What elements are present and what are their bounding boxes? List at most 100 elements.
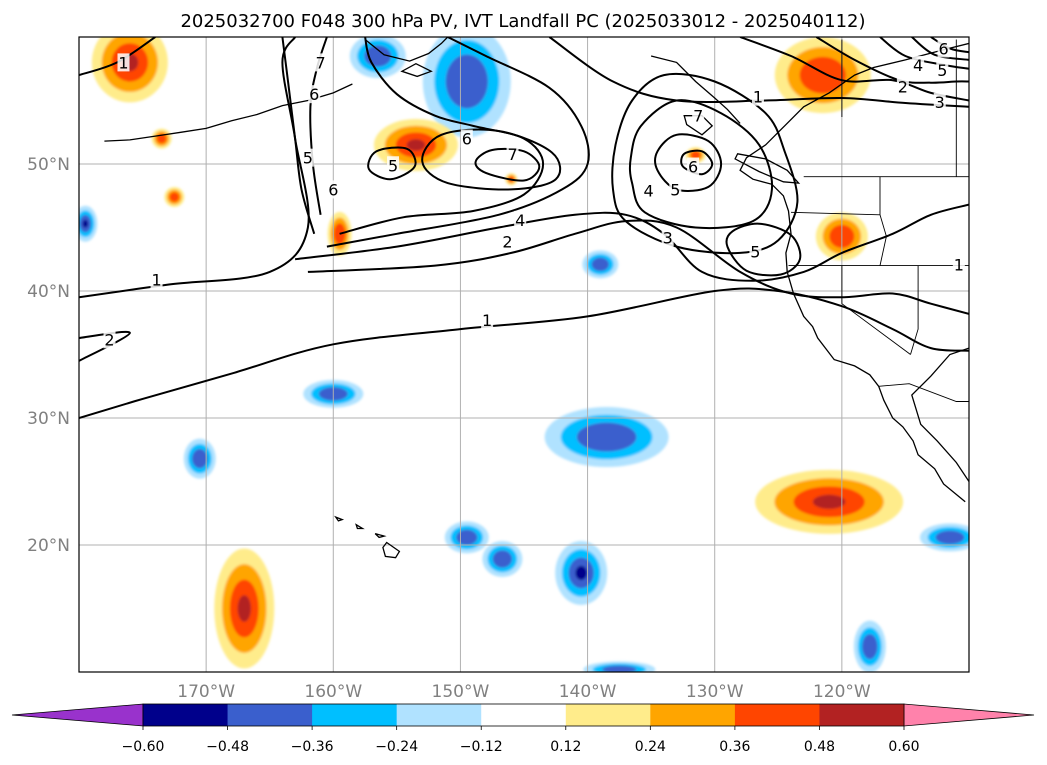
contour-label: 5 [388, 156, 398, 175]
contour-label-bg [749, 242, 762, 261]
pv-anomaly-band [602, 665, 637, 672]
contour-4-arc [326, 37, 590, 248]
contour-label-bg [301, 148, 314, 167]
contour-label: 4 [644, 182, 654, 201]
contour-3-north [815, 37, 969, 84]
contour-label-bg [912, 55, 925, 74]
contour-label-bg [327, 180, 340, 199]
coastline-alaska-peninsula [364, 37, 449, 62]
coastline-kodiak [400, 62, 433, 78]
contour-label: 6 [938, 39, 948, 58]
contour-label: 1 [753, 88, 763, 107]
contour-5-small [367, 146, 417, 181]
pv-anomaly-blob [151, 128, 172, 149]
pv-anomaly-band [935, 530, 965, 545]
contour-5-coastal [725, 222, 802, 277]
pv-anomaly-band [862, 634, 878, 660]
pv-anomaly-blob [183, 438, 216, 479]
y-tick-label: 40°N [27, 282, 70, 302]
colorbar-segment [143, 704, 229, 726]
x-tick-label: 130°W [686, 682, 744, 702]
pv-anomaly-blob [79, 205, 98, 242]
pv-anomaly-band [445, 54, 488, 109]
contour-label: 5 [670, 180, 680, 199]
pv-anomaly-blob [349, 37, 406, 79]
contour-3-main [294, 203, 969, 282]
pv-anomaly-band [492, 550, 512, 568]
contour-label-bg [506, 144, 519, 163]
contour-label: 6 [462, 130, 472, 149]
colorbar-outline [142, 703, 905, 727]
contour-label-bg [387, 156, 400, 175]
contour-label-bg [314, 53, 327, 72]
contour-4-ring [611, 72, 799, 255]
contour-label-bg [514, 210, 527, 229]
pv-anomaly-blob [482, 540, 523, 577]
contour-label-bg [692, 106, 705, 125]
contour-label-bg [933, 92, 946, 111]
map-frame [78, 36, 970, 673]
coastline-oahu [355, 523, 365, 530]
colorbar-tick-label: −0.60 [122, 739, 165, 755]
coastline-vancouver-island [734, 153, 801, 184]
colorbar-segment [650, 704, 736, 726]
contour-label-bg [937, 39, 950, 58]
colorbar-tick-label: −0.12 [460, 739, 503, 755]
colorbar-tick-label: 0.48 [804, 739, 835, 755]
contour-label: 7 [315, 53, 325, 72]
contour-label-bg [308, 85, 321, 104]
coastline-kauai [334, 515, 345, 522]
contour-label: 2 [898, 78, 908, 97]
colorbar-segment [396, 704, 482, 726]
contour-label: 2 [104, 330, 114, 349]
contour-label: 6 [328, 180, 338, 199]
contour-label-bg [481, 311, 494, 330]
pv-anomaly-blob [555, 540, 608, 605]
colorbar-segment [481, 704, 567, 726]
contour-label: 1 [954, 255, 964, 274]
colorbar-segment [312, 704, 398, 726]
y-tick-label: 20°N [27, 536, 70, 556]
contour-label-bg [501, 232, 514, 251]
contour-2-main [307, 219, 969, 315]
contour-label: 4 [913, 56, 923, 75]
contour-label: 5 [937, 61, 947, 80]
pv-anomaly-band [812, 494, 846, 509]
colorbar-tick-label: 0.12 [550, 739, 581, 755]
border-nv-ut [910, 265, 919, 355]
colorbar-tick-label: −0.24 [375, 739, 418, 755]
colorbar-segment [819, 704, 905, 726]
colorbar-segment [565, 704, 651, 726]
pv-anomaly-blob [755, 469, 904, 534]
contour-1-northwest [79, 37, 156, 77]
contour-5-north [911, 37, 969, 61]
x-tick-label: 150°W [432, 682, 490, 702]
contour-label-bg [460, 129, 473, 148]
contour-label-bg [952, 255, 965, 274]
coastline-north-america [739, 42, 969, 503]
colorbar: −0.60 −0.48 −0.36 −0.24 −0.12 0.12 0.24 0.36 0.4… [11, 703, 1035, 755]
pv-anomaly-blob [919, 523, 969, 552]
pv-anomaly-blob [444, 521, 489, 554]
contour-label: 1 [482, 311, 492, 330]
contour-label-bg [103, 330, 116, 349]
chart-title: 2025032700 F048 300 hPa PV, IVT Landfall… [180, 11, 865, 32]
contour-label-bg [642, 181, 655, 200]
pv-anomaly-blob [583, 661, 656, 672]
coastline-alaska-panhandle [650, 55, 741, 124]
x-tick-label: 160°W [304, 682, 362, 702]
colorbar-tick-label: 0.36 [719, 739, 750, 755]
ivt-contours [79, 37, 969, 419]
pv-anomaly-band [456, 529, 478, 546]
contour-label-bg [896, 77, 909, 96]
contour-label: 1 [151, 271, 161, 290]
pv-anomaly-blob [774, 37, 871, 114]
coastline-baja-gulf [911, 347, 969, 482]
contour-label-bg [661, 228, 674, 247]
contour-label-bg [936, 61, 949, 80]
contour-5-west [281, 37, 316, 235]
contour-label: 6 [309, 85, 319, 104]
